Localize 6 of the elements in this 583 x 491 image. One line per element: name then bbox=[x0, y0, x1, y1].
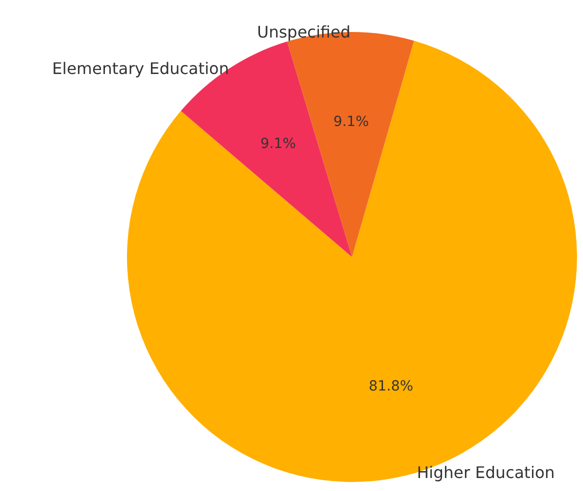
data-label: 9.1% bbox=[333, 114, 369, 130]
data-label: 81.8% bbox=[368, 378, 414, 394]
data-label: 9.1% bbox=[260, 136, 296, 152]
slice-label: Unspecified bbox=[256, 22, 351, 42]
slice-label: Higher Education bbox=[416, 462, 555, 482]
slice-label: Elementary Education bbox=[52, 59, 229, 78]
